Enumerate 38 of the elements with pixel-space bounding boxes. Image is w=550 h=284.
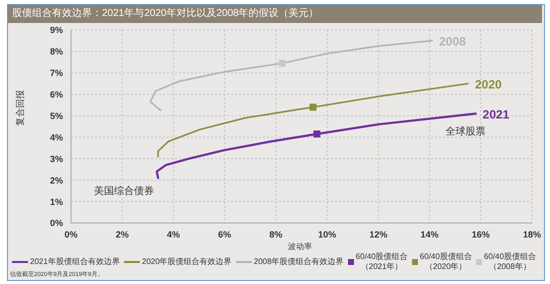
x-tick-label: 14% — [420, 229, 439, 240]
point — [313, 130, 320, 138]
line-series — [156, 112, 477, 180]
legend-label: 2021年股债组合有效边界 — [30, 257, 120, 267]
legend-label: 2008年股债组合有效边界 — [254, 257, 344, 267]
annotation: 2020 — [474, 78, 502, 92]
x-tick-label: 8% — [269, 229, 282, 240]
x-tick-label: 12% — [369, 229, 388, 240]
y-tick-label: 7% — [50, 68, 63, 78]
x-tick-label: 2% — [116, 229, 129, 240]
line-series — [150, 40, 433, 112]
point — [310, 104, 317, 111]
y-axis-title: 复合回报 — [14, 90, 26, 126]
x-tick-label: 0% — [64, 229, 78, 240]
annotation: 美国综合债券 — [94, 184, 154, 197]
x-tick-label: 10% — [318, 229, 336, 240]
x-tick-label: 18% — [522, 229, 542, 240]
legend-label: 60/40股债组合（2008年） — [484, 252, 536, 272]
y-tick-label: 4% — [50, 132, 63, 142]
annotation: 全球股票 — [446, 126, 486, 138]
y-tick-label: 2% — [50, 175, 63, 186]
x-tick-label: 16% — [472, 229, 490, 240]
legend-label: 60/40股债组合（2021年） — [356, 252, 408, 272]
y-tick-label: 3% — [50, 154, 63, 164]
legend-label: 60/40股债组合（2020年） — [420, 252, 472, 272]
x-tick-label: 4% — [166, 229, 180, 240]
annotation: 2021 — [482, 108, 510, 122]
y-tick-label: 1% — [50, 196, 63, 207]
y-tick-label: 0% — [50, 218, 63, 228]
y-tick-label: 6% — [50, 90, 63, 100]
point — [278, 60, 286, 67]
x-tick-label: 6% — [218, 229, 232, 240]
y-tick-label: 8% — [50, 46, 63, 57]
chart-title: 股债组合有效边界：2021年与2020年对比以及2008年的假设（美元） — [8, 5, 542, 23]
legend-label: 2020年股债组合有效边界 — [142, 257, 232, 267]
y-tick-label: 9% — [50, 25, 63, 36]
y-tick-label: 5% — [50, 110, 63, 121]
x-axis-title: 波动率 — [287, 241, 313, 252]
